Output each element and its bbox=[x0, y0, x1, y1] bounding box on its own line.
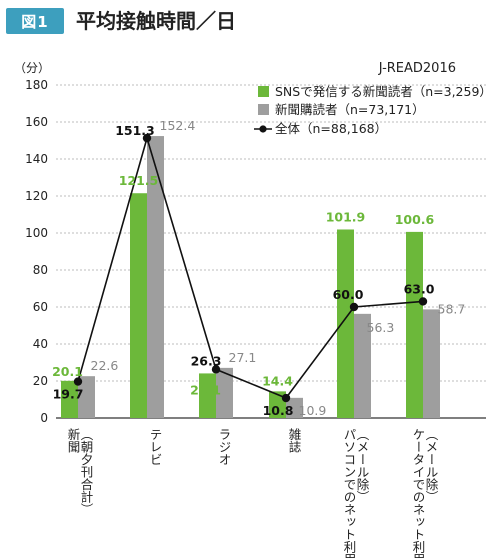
legend-marker-all bbox=[259, 125, 267, 133]
bar-sns bbox=[269, 391, 286, 418]
y-tick-label: 60 bbox=[33, 300, 48, 314]
category-label: （メール除） bbox=[424, 428, 439, 503]
category-label: （メール除） bbox=[355, 428, 370, 503]
y-tick-label: 0 bbox=[40, 411, 48, 425]
source-label: J-READ2016 bbox=[378, 61, 456, 76]
data-label-sns: 14.4 bbox=[262, 373, 293, 388]
category-label: ラジオ bbox=[217, 428, 232, 466]
y-tick-label: 180 bbox=[25, 78, 48, 92]
figure-badge: 図1 bbox=[6, 8, 64, 34]
bar-sns bbox=[199, 373, 216, 418]
bar-sns bbox=[61, 380, 78, 418]
category-label: 雑誌 bbox=[287, 427, 302, 453]
legend-label-sns: SNSで発信する新聞読者（n=3,259） bbox=[275, 84, 492, 99]
data-label-sns: 100.6 bbox=[395, 212, 435, 227]
point-all bbox=[211, 365, 221, 374]
data-label-reader: 56.3 bbox=[367, 320, 395, 335]
data-label-sns: 101.9 bbox=[326, 209, 366, 224]
point-all bbox=[281, 393, 291, 403]
data-label-all: 26.3 bbox=[191, 353, 222, 368]
y-tick-label: 80 bbox=[33, 263, 48, 277]
bar-reader bbox=[286, 397, 303, 418]
category-label: パソコンでのネット利用 bbox=[342, 428, 357, 558]
bar-reader bbox=[78, 376, 95, 418]
point-all bbox=[142, 133, 152, 143]
data-label-all: 60.0 bbox=[333, 287, 364, 302]
data-label-sns: 121.5 bbox=[119, 173, 159, 188]
data-label-all: 63.0 bbox=[404, 281, 435, 296]
legend-swatch-sns bbox=[258, 86, 269, 97]
data-label-reader: 22.6 bbox=[91, 358, 119, 373]
bar-reader bbox=[354, 313, 371, 418]
y-tick-label: 40 bbox=[33, 337, 48, 351]
y-tick-label: 160 bbox=[25, 115, 48, 129]
data-label-all: 151.3 bbox=[115, 123, 155, 138]
data-label-sns: 24.1 bbox=[190, 382, 221, 397]
point-all bbox=[349, 302, 359, 312]
point-all bbox=[73, 377, 83, 386]
data-label-reader: 10.9 bbox=[299, 403, 327, 418]
legend-swatch-reader bbox=[258, 104, 269, 115]
data-label-sns: 20.1 bbox=[52, 364, 83, 379]
bar-reader bbox=[147, 136, 164, 418]
y-axis-unit: （分） bbox=[14, 61, 50, 75]
data-label-all: 10.8 bbox=[263, 403, 294, 418]
y-tick-label: 140 bbox=[25, 152, 48, 166]
data-label-reader: 58.7 bbox=[438, 301, 466, 316]
bar-sns bbox=[130, 193, 147, 418]
y-tick-label: 100 bbox=[25, 226, 48, 240]
bar-sns bbox=[337, 229, 354, 418]
point-all bbox=[418, 297, 428, 306]
category-label: テレビ bbox=[148, 428, 163, 466]
bar-reader bbox=[423, 309, 440, 418]
bar-sns bbox=[406, 231, 423, 418]
category-label: 新聞 bbox=[66, 427, 81, 453]
y-tick-label: 20 bbox=[33, 374, 48, 388]
category-label: （朝夕刊合計） bbox=[79, 428, 94, 516]
bar-reader bbox=[216, 367, 233, 418]
category-label: ケータイでのネット利用 bbox=[411, 428, 426, 558]
y-tick-label: 120 bbox=[25, 189, 48, 203]
chart-title: 平均接触時間／日 bbox=[76, 9, 236, 33]
legend-label-reader: 新聞購読者（n=73,171） bbox=[275, 102, 425, 117]
legend-label-all: 全体（n=88,168） bbox=[275, 121, 387, 136]
data-label-all: 19.7 bbox=[53, 387, 84, 402]
data-label-reader: 152.4 bbox=[160, 118, 196, 133]
data-label-reader: 27.1 bbox=[229, 350, 257, 365]
line-all bbox=[77, 135, 424, 399]
